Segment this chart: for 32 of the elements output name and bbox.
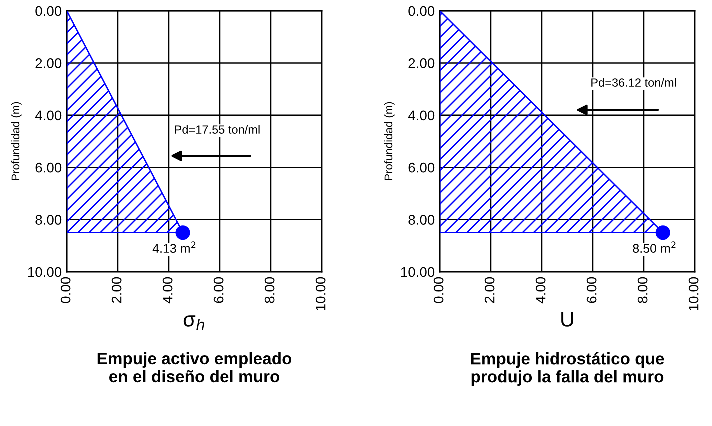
- y-axis-title: Profundidad (m): [384, 102, 395, 180]
- y-tick-label: 8.00: [408, 215, 435, 225]
- x-tick-label: 2.00: [112, 277, 122, 304]
- annotation: 4.13 m$^{2}$: [152, 242, 196, 254]
- x-tick-label: 6.00: [214, 277, 224, 304]
- y-tick-label: 6.00: [36, 162, 62, 173]
- x-tick-label: 4.00: [162, 277, 173, 304]
- y-tick-label: 8.00: [36, 215, 62, 225]
- x-axis-title: σ$_{h}$: [184, 316, 204, 330]
- text: Empuje activo empleado en el diseño del muro: [98, 352, 292, 383]
- y-tick-label: 10.00: [401, 267, 435, 278]
- annotation: Pd=17.55 ton/ml: [175, 125, 260, 134]
- x-tick-label: 4.00: [536, 277, 546, 304]
- x-tick-label: 10.00: [316, 277, 326, 311]
- y-tick-label: 6.00: [408, 162, 435, 173]
- y-tick-label: 0.00: [36, 6, 62, 16]
- y-tick-label: 4.00: [408, 110, 435, 121]
- x-tick-label: 6.00: [586, 277, 597, 304]
- y-tick-label: 0.00: [408, 6, 435, 16]
- annotation: 8.50 m$^{2}$: [633, 242, 676, 254]
- x-tick-label: 2.00: [484, 277, 495, 304]
- y-tick-label: 4.00: [35, 110, 62, 121]
- y-axis-title: Profundidad (m): [11, 102, 22, 180]
- x-tick-label: 10.00: [688, 277, 699, 311]
- x-tick-label: 8.00: [264, 277, 275, 304]
- y-tick-label: 2.00: [36, 58, 62, 68]
- text: Empuje hidrostático que produjo la falla del muro: [471, 352, 664, 386]
- x-tick-label: 8.00: [638, 277, 648, 304]
- y-tick-label: 2.00: [408, 58, 435, 68]
- y-tick-label: 10.00: [28, 267, 62, 278]
- x-axis-title: U: [562, 312, 574, 327]
- annotation: Pd=36.12 ton/ml: [592, 78, 676, 87]
